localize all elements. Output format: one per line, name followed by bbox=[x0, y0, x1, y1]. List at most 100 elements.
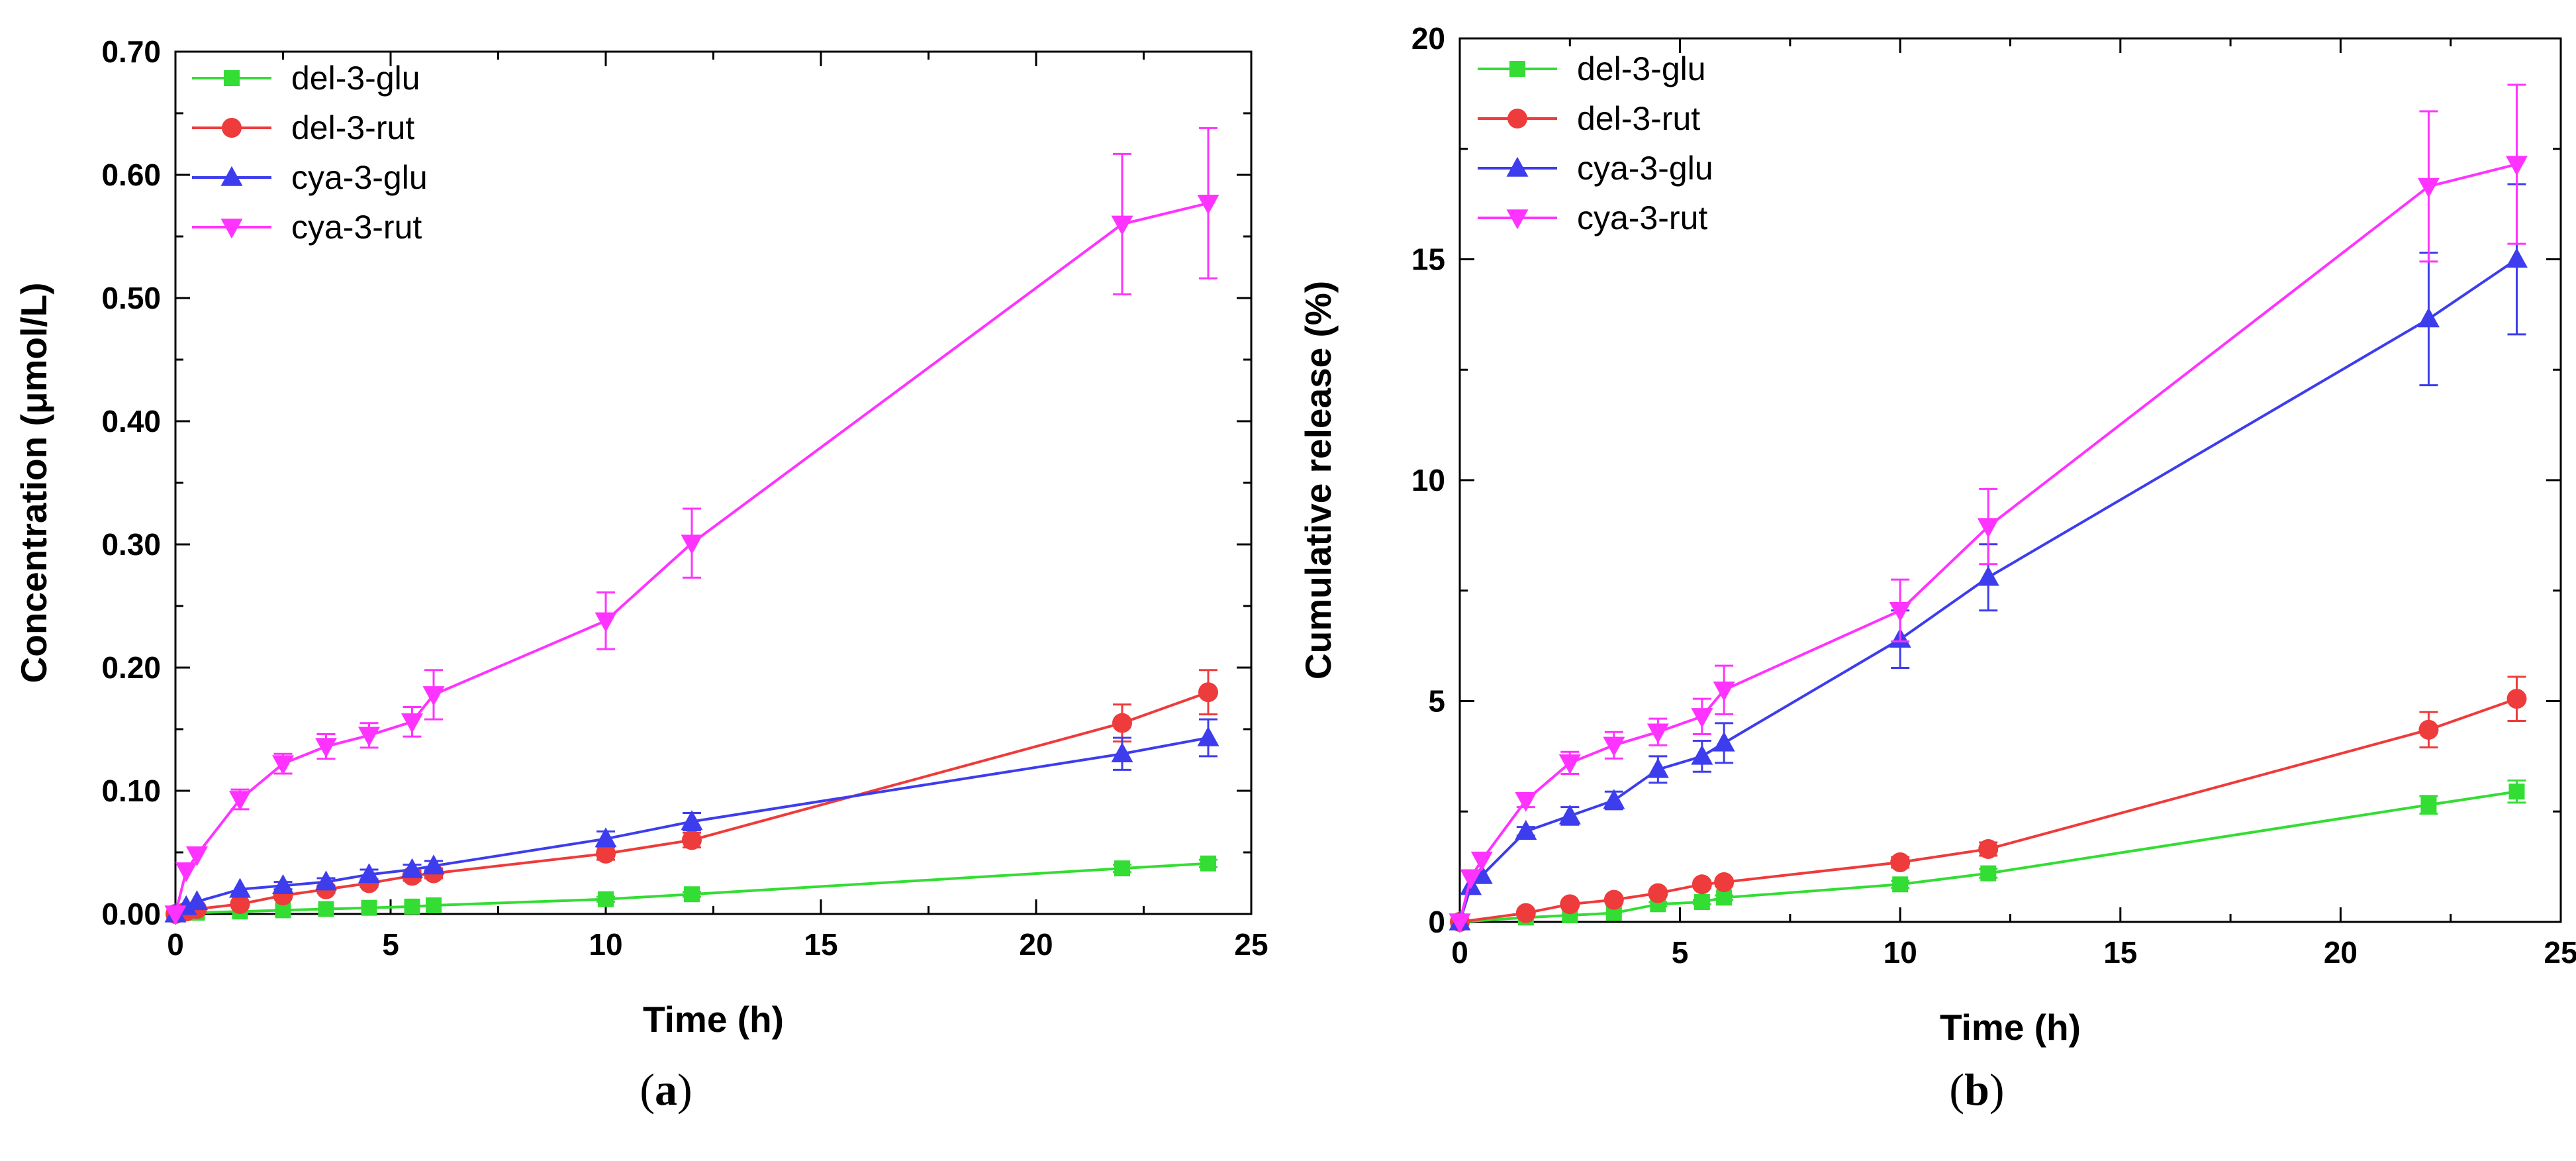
legend-marker bbox=[224, 70, 240, 86]
data-point bbox=[422, 854, 445, 875]
legend-label: cya-3-rut bbox=[291, 209, 422, 246]
data-point bbox=[2505, 248, 2528, 268]
data-point bbox=[1558, 804, 1581, 825]
data-point bbox=[1515, 903, 1536, 923]
y-tick-label: 0.00 bbox=[101, 897, 161, 931]
data-point bbox=[401, 858, 423, 878]
series-cya-3-rut bbox=[1449, 83, 2528, 934]
y-tick-label: 0.40 bbox=[101, 404, 161, 438]
y-tick-label: 0 bbox=[1428, 905, 1445, 939]
data-point bbox=[229, 791, 251, 811]
data-point bbox=[358, 863, 380, 883]
data-point bbox=[1460, 869, 1482, 889]
data-point bbox=[315, 738, 337, 758]
data-point bbox=[229, 878, 251, 898]
legend: del-3-glu del-3-rut cya-3-glu cya-3-rut bbox=[1478, 50, 1713, 236]
data-point bbox=[422, 686, 445, 707]
series-cya-3-glu bbox=[164, 718, 1219, 923]
data-point bbox=[1713, 681, 1735, 702]
legend-label: del-3-glu bbox=[291, 60, 420, 97]
y-tick-label: 0.30 bbox=[101, 527, 161, 562]
data-point bbox=[1978, 838, 1999, 859]
data-point bbox=[684, 886, 700, 903]
data-point bbox=[175, 862, 197, 883]
data-point bbox=[426, 897, 442, 913]
legend-marker bbox=[1509, 61, 1525, 77]
y-tick-label: 0.20 bbox=[101, 650, 161, 685]
legend-label: cya-3-glu bbox=[291, 159, 428, 196]
data-point bbox=[401, 713, 423, 734]
data-point bbox=[1977, 566, 1999, 586]
data-point bbox=[272, 874, 294, 894]
x-tick-label: 25 bbox=[1234, 927, 1268, 962]
x-axis-title: Time (h) bbox=[643, 999, 784, 1040]
x-tick-label: 5 bbox=[382, 927, 399, 962]
data-point bbox=[361, 899, 377, 916]
series-del-3-rut bbox=[1450, 676, 2527, 932]
y-tick-label: 20 bbox=[1411, 21, 1445, 56]
legend-marker bbox=[1507, 109, 1527, 128]
data-point bbox=[1693, 893, 1710, 910]
data-point bbox=[1112, 713, 1132, 733]
data-point bbox=[2508, 783, 2525, 800]
data-point bbox=[272, 755, 294, 776]
data-point bbox=[186, 890, 208, 911]
data-point bbox=[358, 727, 380, 747]
y-tick-label: 0.70 bbox=[101, 34, 161, 69]
data-point bbox=[1603, 889, 1624, 910]
legend-label: cya-3-rut bbox=[1577, 199, 1707, 236]
data-point bbox=[2506, 689, 2527, 709]
panel-caption: (a) bbox=[640, 1064, 692, 1115]
data-point bbox=[1197, 726, 1219, 746]
data-point bbox=[2417, 177, 2440, 198]
x-tick-label: 20 bbox=[2324, 935, 2358, 970]
data-point bbox=[1890, 852, 1911, 872]
legend-label: del-3-rut bbox=[291, 109, 414, 146]
panel-a-chart: 0 5 10 15 20 25 0.00 0.10 0.20 0.30 0.40 0.50 0.60 0.… bbox=[13, 34, 1268, 1115]
x-tick-label: 15 bbox=[2103, 935, 2137, 970]
data-point bbox=[1603, 736, 1625, 757]
data-point bbox=[315, 870, 337, 891]
y-axis-title: Concentration (μmol/L) bbox=[13, 283, 54, 683]
data-point bbox=[1713, 731, 1735, 752]
x-tick-label: 15 bbox=[804, 927, 837, 962]
data-point bbox=[1558, 754, 1581, 775]
data-point bbox=[1691, 744, 1713, 765]
x-tick-label: 25 bbox=[2544, 935, 2576, 970]
data-point bbox=[1449, 913, 1471, 934]
x-tick-label: 20 bbox=[1019, 927, 1053, 962]
data-point bbox=[1515, 791, 1537, 812]
data-point bbox=[2505, 156, 2528, 176]
data-point bbox=[318, 901, 334, 917]
legend-marker bbox=[220, 166, 243, 186]
data-point bbox=[1560, 894, 1580, 915]
data-point bbox=[681, 810, 703, 831]
y-tick-label: 0.10 bbox=[101, 774, 161, 808]
panel-b-chart: 0 5 10 15 20 25 0 5 10 15 20 Time (h) Cumulative rel… bbox=[1298, 21, 2576, 1115]
data-point bbox=[595, 827, 617, 848]
y-axis-title: Cumulative release (%) bbox=[1298, 281, 1339, 680]
legend-label: del-3-glu bbox=[1577, 50, 1706, 87]
data-point bbox=[1111, 215, 1133, 236]
x-tick-label: 5 bbox=[1672, 935, 1689, 970]
x-axis-title: Time (h) bbox=[1940, 1007, 2081, 1048]
data-point bbox=[2417, 307, 2440, 328]
data-point bbox=[186, 846, 208, 866]
x-tick-label: 0 bbox=[167, 927, 184, 962]
data-point bbox=[681, 534, 703, 555]
data-point bbox=[1692, 874, 1712, 895]
legend-label: cya-3-glu bbox=[1577, 150, 1713, 187]
x-tick-label: 0 bbox=[1451, 935, 1468, 970]
legend-marker bbox=[1506, 209, 1529, 230]
legend-marker bbox=[222, 118, 242, 138]
data-point bbox=[2420, 797, 2437, 813]
legend-marker bbox=[220, 219, 243, 239]
data-point bbox=[1111, 742, 1133, 762]
data-point bbox=[1603, 789, 1625, 809]
y-tick-label: 10 bbox=[1411, 463, 1445, 497]
data-point bbox=[1646, 758, 1669, 778]
data-point bbox=[598, 891, 614, 907]
panel-caption: (b) bbox=[1949, 1064, 2004, 1115]
legend: del-3-glu del-3-rut cya-3-glu cya-3-rut bbox=[192, 60, 428, 246]
